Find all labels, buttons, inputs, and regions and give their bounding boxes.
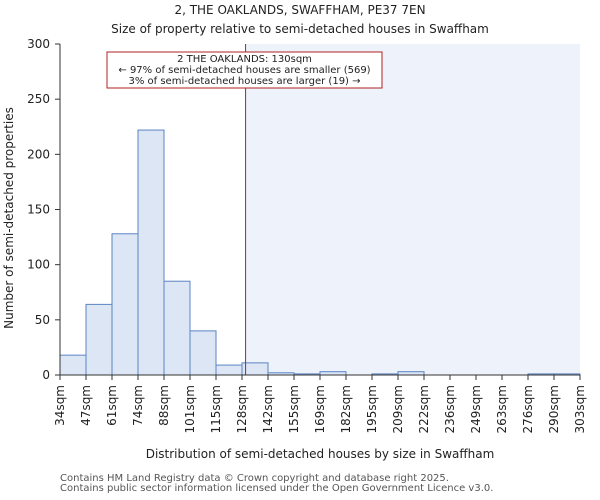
y-tick-label: 300: [27, 37, 50, 51]
x-tick-label: 182sqm: [339, 385, 353, 433]
bar-74sqm: [137, 129, 165, 376]
x-tick-label: 236sqm: [443, 385, 457, 433]
y-tick-label: 100: [27, 258, 50, 272]
x-tick-label: 249sqm: [469, 385, 483, 433]
x-tick-label: 88sqm: [157, 385, 171, 426]
x-tick-label: 142sqm: [261, 385, 275, 433]
property-annotation: 2 THE OAKLANDS: 130sqm ← 97% of semi-det…: [106, 51, 383, 89]
x-tick-label: 74sqm: [131, 385, 145, 426]
bar-34sqm: [59, 354, 87, 376]
y-tick-label: 50: [35, 313, 50, 327]
bar-47sqm: [85, 303, 113, 376]
x-tick-label: 169sqm: [313, 385, 327, 433]
x-tick-label: 263sqm: [495, 385, 509, 433]
x-axis-label: Distribution of semi-detached houses by …: [146, 447, 495, 461]
y-tick-label: 0: [42, 368, 50, 382]
annotation-box: [106, 51, 383, 89]
footer-line2: Contains public sector information licen…: [60, 483, 494, 494]
x-tick-label: 276sqm: [521, 385, 535, 433]
y-tick-label: 150: [27, 203, 50, 217]
y-axis-label: Number of semi-detached properties: [2, 107, 16, 329]
annotation-line1: 2 THE OAKLANDS: 130sqm: [177, 54, 312, 65]
x-tick-label: 209sqm: [391, 385, 405, 433]
y-tick-label: 250: [27, 92, 50, 106]
annotation-line2: ← 97% of semi-detached houses are smalle…: [118, 65, 370, 76]
y-tick-label: 200: [27, 147, 50, 161]
larger-region-shade: [245, 44, 580, 375]
x-tick-label: 303sqm: [573, 385, 587, 433]
bar-61sqm: [111, 233, 139, 376]
bar-101sqm: [189, 330, 217, 376]
x-tick-label: 101sqm: [183, 385, 197, 433]
chart-title-line1: 2, THE OAKLANDS, SWAFFHAM, PE37 7EN: [174, 3, 425, 17]
x-tick-label: 47sqm: [79, 385, 93, 426]
bar-88sqm: [163, 280, 191, 376]
x-tick-label: 61sqm: [105, 385, 119, 426]
x-tick-label: 222sqm: [417, 385, 431, 433]
x-tick-label: 155sqm: [287, 385, 301, 433]
bar-115sqm: [215, 364, 243, 376]
footer-line1: Contains HM Land Registry data © Crown c…: [60, 473, 449, 484]
x-tick-label: 290sqm: [547, 385, 561, 433]
annotation-line3: 3% of semi-detached houses are larger (1…: [128, 76, 360, 87]
chart-title-line2: Size of property relative to semi-detach…: [111, 22, 489, 36]
x-tick-label: 128sqm: [235, 385, 249, 433]
x-tick-label: 34sqm: [53, 385, 67, 426]
x-tick-label: 115sqm: [209, 385, 223, 433]
x-tick-label: 195sqm: [365, 385, 379, 433]
